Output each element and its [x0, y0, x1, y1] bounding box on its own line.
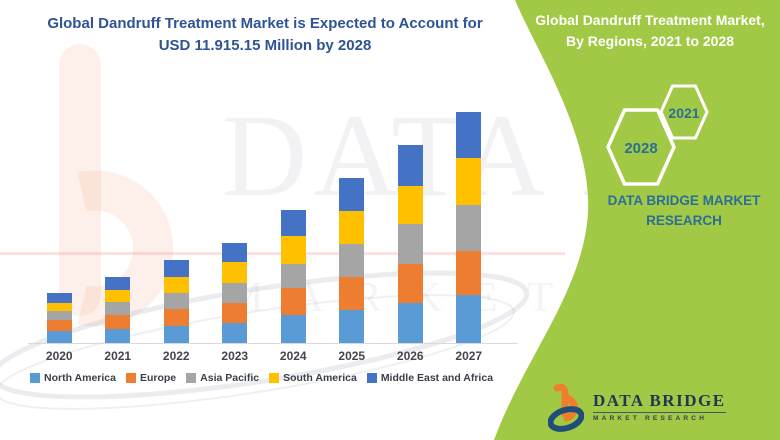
segment-middle-east-and-africa-2023	[222, 243, 248, 262]
bar-slot-2020	[30, 0, 89, 343]
segment-north-america-2023	[222, 323, 248, 343]
legend-item-europe: Europe	[125, 372, 177, 384]
legend-label-europe: Europe	[139, 372, 177, 384]
stacked-bar-2021	[105, 277, 131, 343]
segment-south-america-2024	[280, 236, 306, 264]
x-label-2022: 2022	[162, 349, 190, 363]
segment-north-america-2027	[456, 295, 482, 343]
bar-slot-2021	[89, 0, 148, 343]
stacked-bar-2027	[456, 112, 482, 343]
bars	[30, 0, 498, 343]
segment-middle-east-and-africa-2022	[163, 260, 189, 277]
x-label-2027: 2027	[455, 349, 483, 363]
x-label-2024: 2024	[279, 349, 307, 363]
segment-middle-east-and-africa-2026	[397, 145, 423, 186]
x-axis-labels: 2020 2021 2022 2023 2024 2025 2026 2027	[30, 349, 498, 363]
segment-north-america-2022	[163, 326, 189, 343]
segment-middle-east-and-africa-2025	[339, 178, 365, 211]
segment-asia-pacific-2021	[105, 302, 131, 315]
legend-swatch-europe	[125, 373, 136, 383]
segment-south-america-2026	[397, 186, 423, 224]
segment-europe-2021	[105, 315, 131, 329]
chart-legend: North America Europe Asia Pacific South Ame…	[30, 372, 522, 384]
bar-slot-2023	[206, 0, 265, 343]
chart-title: Global Dandruff Treatment Market is Expe…	[20, 13, 510, 57]
stacked-bar-2024	[280, 210, 306, 343]
x-label-2020: 2020	[45, 349, 73, 363]
x-label-2023: 2023	[221, 349, 249, 363]
segment-south-america-2023	[222, 262, 248, 283]
bar-slot-2027	[440, 0, 499, 343]
bar-slot-2025	[323, 0, 382, 343]
legend-swatch-asia-pacific	[186, 373, 197, 383]
logo-divider	[593, 412, 726, 413]
x-axis-line	[28, 343, 518, 344]
segment-europe-2025	[339, 277, 365, 310]
segment-asia-pacific-2023	[222, 283, 248, 303]
segment-north-america-2026	[397, 303, 423, 343]
segment-europe-2027	[456, 251, 482, 295]
stacked-bar-2023	[222, 243, 248, 343]
x-label-2026: 2026	[396, 349, 424, 363]
segment-middle-east-and-africa-2024	[280, 210, 306, 236]
segment-europe-2023	[222, 303, 248, 323]
legend-label-middle-east-and-africa: Middle East and Africa	[380, 372, 494, 384]
logo-text: DATA BRIDGE MARKET RESEARCH	[593, 392, 726, 422]
legend-item-asia-pacific: Asia Pacific	[186, 372, 259, 384]
logo-subtitle: MARKET RESEARCH	[593, 415, 708, 422]
segment-middle-east-and-africa-2027	[456, 112, 482, 158]
legend-swatch-north-america	[30, 373, 40, 383]
segment-north-america-2024	[280, 315, 306, 343]
panel-brand-text: DATA BRIDGE MARKET RESEARCH	[596, 191, 772, 232]
segment-asia-pacific-2026	[397, 224, 423, 264]
segment-south-america-2021	[105, 290, 131, 302]
panel-title: Global Dandruff Treatment Market, By Reg…	[525, 10, 775, 52]
segment-south-america-2027	[456, 158, 482, 205]
databridge-logo: DATA BRIDGE MARKET RESEARCH	[548, 382, 726, 432]
x-label-2021: 2021	[104, 349, 132, 363]
stacked-bar-2020	[46, 293, 72, 343]
legend-swatch-middle-east-and-africa	[366, 373, 377, 383]
segment-north-america-2025	[339, 310, 365, 343]
segment-asia-pacific-2027	[456, 205, 482, 251]
x-label-2025: 2025	[338, 349, 366, 363]
chart-title-line1: Global Dandruff Treatment Market is Expe…	[47, 15, 483, 32]
legend-swatch-south-america	[269, 373, 280, 383]
stacked-bar-2022	[163, 260, 189, 343]
chart-title-line2: USD 11.915.15 Million by 2028	[158, 36, 372, 54]
segment-europe-2026	[397, 264, 423, 303]
segment-europe-2024	[280, 288, 306, 315]
panel-title-line2: By Regions, 2021 to 2028	[565, 33, 735, 49]
bar-slot-2022	[147, 0, 206, 343]
stacked-bar-2025	[339, 178, 365, 343]
legend-label-south-america: South America	[283, 372, 357, 384]
panel-brand-line2: RESEARCH	[646, 213, 722, 229]
segment-south-america-2025	[339, 211, 365, 244]
panel-title-line1: Global Dandruff Treatment Market,	[535, 12, 765, 28]
segment-asia-pacific-2025	[339, 244, 365, 277]
segment-south-america-2022	[163, 277, 189, 293]
legend-item-south-america: South America	[269, 372, 357, 384]
segment-north-america-2021	[105, 329, 131, 343]
panel-brand-line1: DATA BRIDGE MARKET	[607, 193, 761, 208]
legend-item-north-america: North America	[30, 372, 116, 384]
segment-europe-2022	[163, 309, 189, 326]
stacked-bar-2026	[397, 145, 423, 343]
legend-label-asia-pacific: Asia Pacific	[200, 372, 260, 384]
legend-label-north-america: North America	[44, 372, 116, 384]
logo-mark-icon	[548, 383, 584, 432]
segment-asia-pacific-2020	[46, 311, 72, 320]
segment-middle-east-and-africa-2021	[105, 277, 131, 290]
bar-slot-2024	[264, 0, 323, 343]
segment-asia-pacific-2024	[280, 264, 306, 288]
logo-name: DATA BRIDGE	[593, 391, 726, 410]
legend-item-middle-east-and-africa: Middle East and Africa	[366, 372, 494, 384]
segment-middle-east-and-africa-2020	[46, 293, 72, 303]
segment-north-america-2020	[46, 331, 72, 343]
segment-asia-pacific-2022	[163, 293, 189, 309]
segment-europe-2020	[46, 320, 72, 331]
bar-slot-2026	[381, 0, 440, 343]
segment-south-america-2020	[46, 303, 72, 311]
